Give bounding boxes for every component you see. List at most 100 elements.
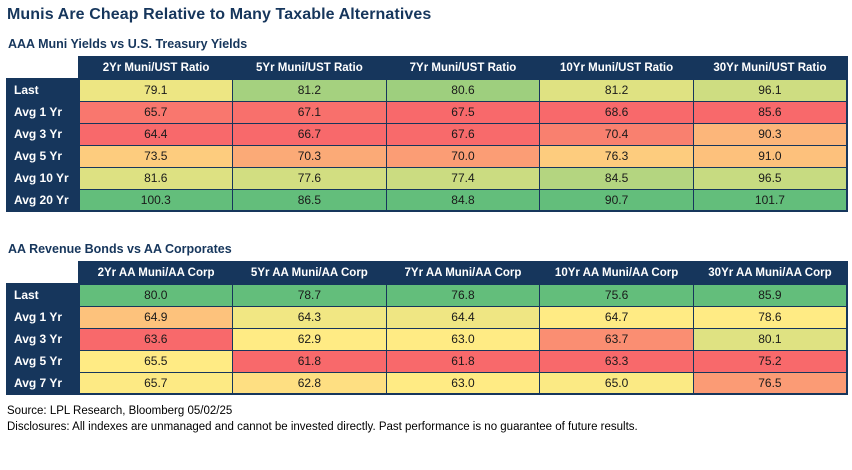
- ratio-cell: 77.4: [385, 166, 541, 190]
- column-header: 5Yr AA Muni/AA Corp: [232, 261, 387, 285]
- column-header: 5Yr Muni/UST Ratio: [232, 56, 387, 80]
- row-label: Last: [6, 78, 80, 102]
- ratio-cell: 62.9: [232, 327, 387, 351]
- corner-cell: [7, 262, 79, 284]
- disclosures-note: Disclosures: All indexes are unmanaged a…: [7, 421, 638, 433]
- ratio-cell: 80.1: [692, 327, 848, 351]
- row-label: Avg 7 Yr: [6, 371, 80, 395]
- row-label: Avg 10 Yr: [6, 166, 80, 190]
- ratio-cell: 80.6: [385, 78, 541, 102]
- ratio-cell: 64.3: [232, 305, 387, 329]
- row-label: Avg 3 Yr: [6, 327, 80, 351]
- header-row: 2Yr Muni/UST Ratio 5Yr Muni/UST Ratio 7Yr …: [7, 56, 848, 80]
- ratio-cell: 100.3: [78, 188, 234, 212]
- column-header: 2Yr AA Muni/AA Corp: [78, 261, 234, 285]
- ratio-cell: 76.3: [539, 144, 694, 168]
- table-row: Avg 1 Yr 65.7 67.1 67.5 68.6 85.6: [6, 100, 848, 124]
- ratio-cell: 64.4: [385, 305, 541, 329]
- table-row: Avg 10 Yr 81.6 77.6 77.4 84.5 96.5: [6, 166, 848, 190]
- ratio-cell: 68.6: [539, 100, 694, 124]
- ratio-cell: 78.7: [232, 283, 387, 307]
- ratio-cell: 63.6: [78, 327, 234, 351]
- ratio-cell: 63.0: [385, 371, 541, 395]
- column-header: 10Yr AA Muni/AA Corp: [539, 261, 694, 285]
- ratio-cell: 75.2: [692, 349, 848, 373]
- ratio-cell: 90.3: [692, 122, 848, 146]
- ratio-cell: 86.5: [232, 188, 387, 212]
- report-page: Munis Are Cheap Relative to Many Taxable…: [6, 6, 848, 435]
- table-section-revenue-corp: AA Revenue Bonds vs AA Corporates 2Yr AA…: [6, 242, 848, 395]
- ratio-cell: 79.1: [78, 78, 234, 102]
- ratio-cell: 85.9: [692, 283, 848, 307]
- table-row: Avg 20 Yr 100.3 86.5 84.8 90.7 101.7: [6, 188, 848, 212]
- ratio-cell: 70.4: [539, 122, 694, 146]
- column-header: 7Yr AA Muni/AA Corp: [385, 261, 541, 285]
- ratio-cell: 84.5: [539, 166, 694, 190]
- table-row: Last 79.1 81.2 80.6 81.2 96.1: [6, 78, 848, 102]
- table-row: Avg 7 Yr 65.7 62.8 63.0 65.0 76.5: [6, 371, 848, 395]
- row-label: Avg 1 Yr: [6, 100, 80, 124]
- ratio-cell: 67.1: [232, 100, 387, 124]
- page-title: Munis Are Cheap Relative to Many Taxable…: [7, 6, 432, 23]
- ratio-cell: 64.9: [78, 305, 234, 329]
- column-header: 2Yr Muni/UST Ratio: [78, 56, 234, 80]
- table-row: Avg 1 Yr 64.9 64.3 64.4 64.7 78.6: [6, 305, 848, 329]
- table-row: Avg 3 Yr 64.4 66.7 67.6 70.4 90.3: [6, 122, 848, 146]
- ratio-cell: 80.0: [78, 283, 234, 307]
- ratio-cell: 61.8: [385, 349, 541, 373]
- revenue-corp-heatmap-table: 2Yr AA Muni/AA Corp 5Yr AA Muni/AA Corp 7Y…: [6, 261, 848, 395]
- table-row: Avg 3 Yr 63.6 62.9 63.0 63.7 80.1: [6, 327, 848, 351]
- ratio-cell: 96.5: [692, 166, 848, 190]
- ratio-cell: 76.5: [692, 371, 848, 395]
- row-label: Avg 5 Yr: [6, 349, 80, 373]
- ratio-cell: 91.0: [692, 144, 848, 168]
- corner-cell: [7, 57, 79, 79]
- ratio-cell: 90.7: [539, 188, 694, 212]
- ratio-cell: 75.6: [539, 283, 694, 307]
- ratio-cell: 81.2: [232, 78, 387, 102]
- muni-ust-heatmap-table: 2Yr Muni/UST Ratio 5Yr Muni/UST Ratio 7Yr …: [6, 56, 848, 212]
- column-header: 30Yr Muni/UST Ratio: [692, 56, 848, 80]
- ratio-cell: 65.7: [78, 100, 234, 124]
- table-row: Avg 5 Yr 73.5 70.3 70.0 76.3 91.0: [6, 144, 848, 168]
- column-header: 30Yr AA Muni/AA Corp: [692, 261, 848, 285]
- column-header: 10Yr Muni/UST Ratio: [539, 56, 694, 80]
- ratio-cell: 67.6: [385, 122, 541, 146]
- ratio-cell: 64.7: [539, 305, 694, 329]
- muni-ust-subtitle: AAA Muni Yields vs U.S. Treasury Yields: [8, 37, 248, 51]
- ratio-cell: 62.8: [232, 371, 387, 395]
- table-row: Last 80.0 78.7 76.8 75.6 85.9: [6, 283, 848, 307]
- ratio-cell: 78.6: [692, 305, 848, 329]
- ratio-cell: 70.3: [232, 144, 387, 168]
- ratio-cell: 66.7: [232, 122, 387, 146]
- ratio-cell: 64.4: [78, 122, 234, 146]
- row-label: Last: [6, 283, 80, 307]
- source-note: Source: LPL Research, Bloomberg 05/02/25: [7, 405, 233, 417]
- ratio-cell: 65.7: [78, 371, 234, 395]
- ratio-cell: 63.0: [385, 327, 541, 351]
- ratio-cell: 65.5: [78, 349, 234, 373]
- ratio-cell: 70.0: [385, 144, 541, 168]
- revenue-corp-subtitle: AA Revenue Bonds vs AA Corporates: [8, 242, 232, 256]
- ratio-cell: 65.0: [539, 371, 694, 395]
- ratio-cell: 63.3: [539, 349, 694, 373]
- ratio-cell: 73.5: [78, 144, 234, 168]
- row-label: Avg 5 Yr: [6, 144, 80, 168]
- ratio-cell: 63.7: [539, 327, 694, 351]
- row-label: Avg 1 Yr: [6, 305, 80, 329]
- header-row: 2Yr AA Muni/AA Corp 5Yr AA Muni/AA Corp 7Y…: [7, 261, 848, 285]
- ratio-cell: 96.1: [692, 78, 848, 102]
- table-section-muni-ust: AAA Muni Yields vs U.S. Treasury Yields …: [6, 37, 848, 212]
- row-label: Avg 20 Yr: [6, 188, 80, 212]
- table-row: Avg 5 Yr 65.5 61.8 61.8 63.3 75.2: [6, 349, 848, 373]
- ratio-cell: 77.6: [232, 166, 387, 190]
- ratio-cell: 81.2: [539, 78, 694, 102]
- ratio-cell: 76.8: [385, 283, 541, 307]
- row-label: Avg 3 Yr: [6, 122, 80, 146]
- ratio-cell: 61.8: [232, 349, 387, 373]
- ratio-cell: 84.8: [385, 188, 541, 212]
- ratio-cell: 85.6: [692, 100, 848, 124]
- column-header: 7Yr Muni/UST Ratio: [385, 56, 541, 80]
- footer: Source: LPL Research, Bloomberg 05/02/25…: [6, 403, 847, 435]
- ratio-cell: 67.5: [385, 100, 541, 124]
